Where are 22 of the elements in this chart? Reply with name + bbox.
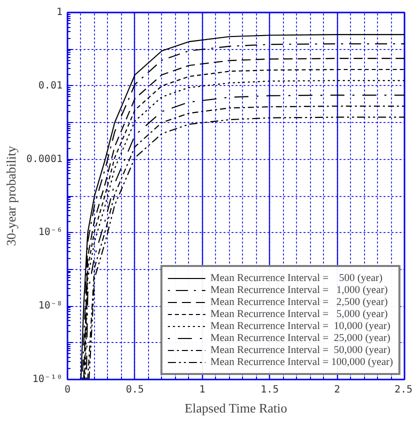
y-tick-label: 0.0001 <box>26 154 62 165</box>
legend-label: Mean Recurrence Interval = 5,000 (year) <box>210 308 388 320</box>
x-tick-label: 0 <box>64 384 71 396</box>
legend-label: Mean Recurrence Interval = 1,000 (year) <box>210 284 388 296</box>
x-tick-label: 1 <box>199 384 206 396</box>
y-tick-label: 10⁻¹⁰ <box>32 374 63 385</box>
x-tick-label: 0.5 <box>126 384 144 396</box>
y-tick-label: 10⁻⁸ <box>38 300 63 312</box>
legend-label: Mean Recurrence Interval = 50,000 (year) <box>210 344 390 356</box>
x-tick-label: 2.5 <box>394 384 412 396</box>
y-tick-label: 0.01 <box>38 80 63 92</box>
y-tick-label: 1 <box>56 7 63 18</box>
legend-label: Mean Recurrence Interval = 100,000 (year) <box>210 356 393 368</box>
y-tick-label: 10⁻⁶ <box>38 227 63 238</box>
x-tick-label: 2 <box>334 384 340 396</box>
legend-label: Mean Recurrence Interval = 500 (year) <box>210 272 382 284</box>
y-axis-title: 30-year probability <box>3 146 18 246</box>
legend-label: Mean Recurrence Interval = 25,000 (year) <box>210 332 390 344</box>
x-tick-label: 1.5 <box>260 384 279 396</box>
legend-label: Mean Recurrence Interval = 2,500 (year) <box>210 296 388 308</box>
legend-label: Mean Recurrence Interval = 10,000 (year) <box>210 320 390 332</box>
x-axis-title: Elapsed Time Ratio <box>184 400 288 416</box>
